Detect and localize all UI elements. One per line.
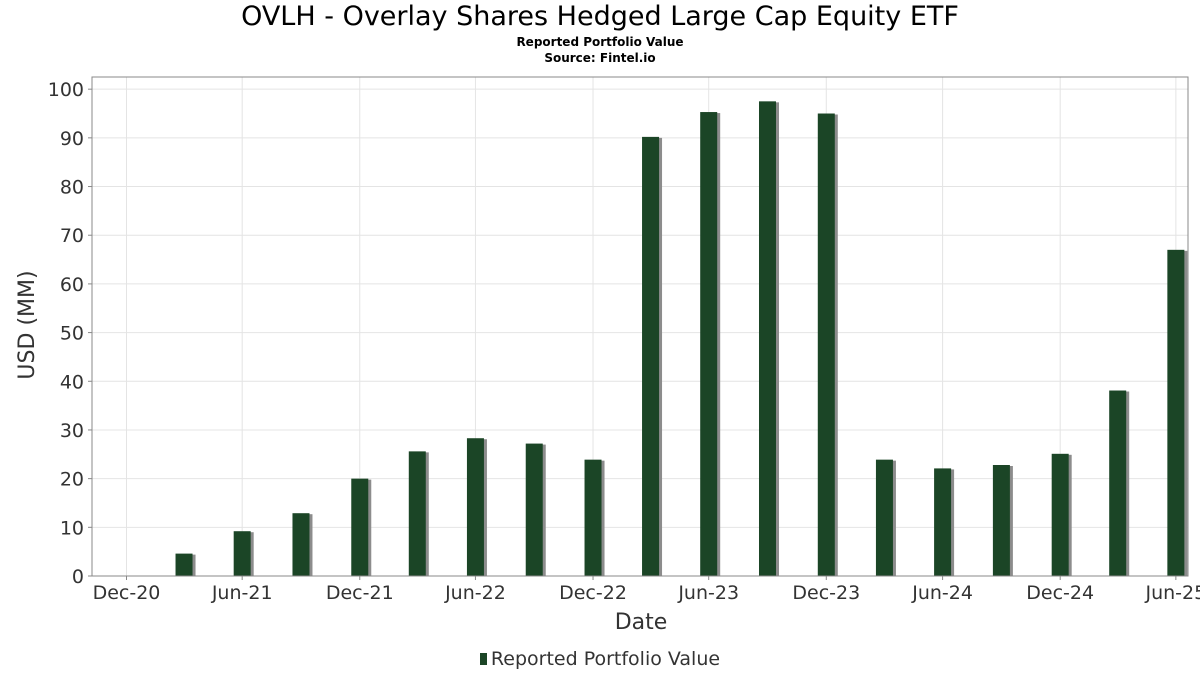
grid-lines: [92, 77, 1188, 577]
x-tick-label: Jun-23: [677, 582, 739, 604]
legend-swatch: [479, 653, 487, 665]
y-tick-label: 60: [60, 274, 84, 296]
bar: [175, 553, 193, 576]
y-tick-label: 10: [60, 517, 84, 539]
legend: Reported Portfolio Value: [0, 648, 1200, 670]
chart-source: Source: Fintel.io: [544, 51, 656, 65]
x-tick-label: Jun-25: [1144, 582, 1200, 604]
y-tick-label: 100: [48, 79, 84, 101]
bar: [292, 513, 310, 576]
x-tick-label: Dec-22: [559, 582, 627, 604]
bar: [1167, 249, 1185, 576]
bar: [992, 465, 1010, 576]
bar: [466, 438, 484, 576]
bar: [351, 478, 369, 576]
x-tick-label: Dec-20: [93, 582, 161, 604]
bar: [875, 459, 893, 576]
y-tick-label: 50: [60, 323, 84, 345]
x-tick-label: Dec-23: [792, 582, 860, 604]
x-tick-label: Jun-22: [444, 582, 506, 604]
bar: [1109, 390, 1127, 576]
y-tick-label: 90: [60, 128, 84, 150]
bar: [934, 468, 952, 576]
legend-label: Reported Portfolio Value: [490, 648, 721, 670]
bar: [700, 112, 718, 577]
y-tick-label: 80: [60, 177, 84, 199]
x-tick-label: Dec-24: [1026, 582, 1094, 604]
x-tick-label: Jun-24: [911, 582, 973, 604]
x-tick-label: Jun-21: [211, 582, 273, 604]
x-tick-label: Dec-21: [326, 582, 394, 604]
y-tick-label: 20: [60, 469, 84, 491]
y-tick-label: 70: [60, 225, 84, 247]
chart-subtitle: Reported Portfolio Value: [516, 35, 684, 49]
bars: [175, 101, 1188, 577]
bar: [408, 451, 426, 576]
bar: [233, 531, 251, 576]
bar: [758, 101, 776, 576]
bar: [584, 459, 602, 576]
y-tick-label: 0: [72, 566, 84, 588]
y-axis-label: USD (MM): [15, 270, 40, 379]
bar: [642, 136, 660, 576]
x-axis-label: Date: [615, 610, 668, 635]
y-tick-label: 30: [60, 420, 84, 442]
bar: [817, 113, 835, 576]
y-axis-ticks: 0 10 20 30 40 50 60 70 80 90 100: [48, 79, 92, 588]
x-axis-ticks: Dec-20 Jun-21 Dec-21 Jun-22 Dec-22 Jun-23 Dec-…: [93, 576, 1200, 604]
chart-title: OVLH - Overlay Shares Hedged Large Cap E…: [241, 1, 959, 32]
plot-frame: [91, 76, 1189, 577]
bar: [1051, 453, 1069, 576]
y-tick-label: 40: [60, 371, 84, 393]
bar: [525, 443, 543, 576]
